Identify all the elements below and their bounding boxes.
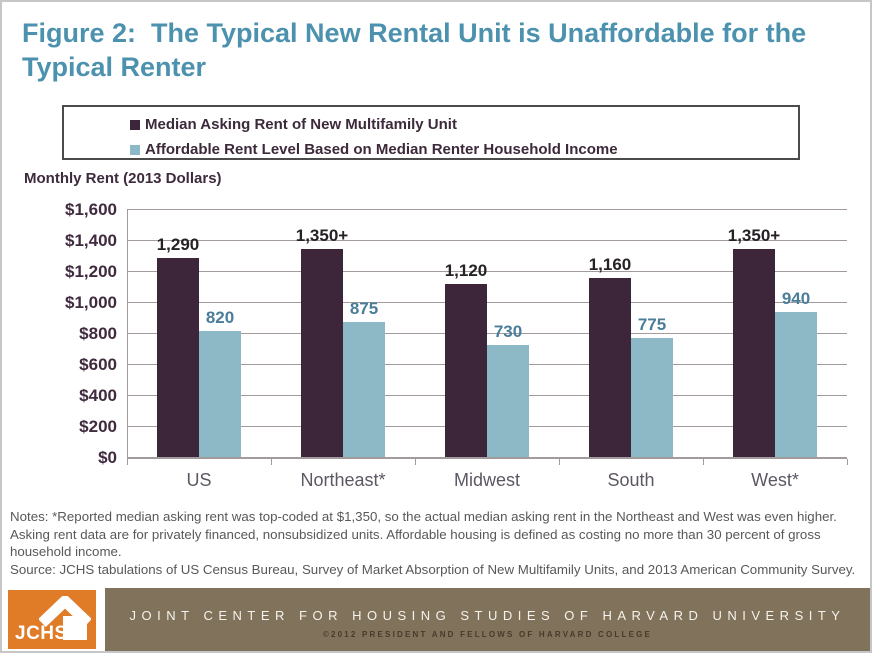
bar [589, 278, 631, 458]
jchs-logo-text: JCHS [15, 623, 68, 644]
y-tick-label: $400 [79, 386, 117, 405]
x-tick-label: West* [751, 470, 799, 490]
axis-tick [127, 459, 128, 465]
axis-tick [847, 459, 848, 465]
source-text: Source: JCHS tabulations of US Census Bu… [10, 561, 856, 577]
y-tick-label: $600 [79, 355, 117, 374]
legend-label: Median Asking Rent of New Multifamily Un… [145, 116, 457, 133]
x-axis-line [127, 457, 847, 459]
chart-legend: Median Asking Rent of New Multifamily Un… [62, 105, 800, 160]
chart-notes: Notes: *Reported median asking rent was … [10, 508, 867, 578]
gridline [127, 271, 847, 272]
notes-text: Notes: *Reported median asking rent was … [10, 509, 837, 559]
legend-label: Affordable Rent Level Based on Median Re… [145, 141, 618, 158]
y-tick-label: $1,200 [65, 262, 117, 281]
bar [775, 312, 817, 458]
house-icon [39, 596, 91, 640]
y-tick-label: $1,600 [65, 200, 117, 219]
x-tick-label: South [607, 470, 655, 490]
axis-tick [703, 459, 704, 465]
y-tick-label: $0 [98, 448, 117, 467]
bar [301, 248, 343, 458]
bar-value-label: 1,160 [588, 255, 632, 275]
gridline [127, 302, 847, 303]
bar-value-label: 820 [205, 307, 235, 327]
bar [487, 344, 529, 458]
gridline [127, 333, 847, 334]
bar-value-label: 940 [781, 289, 811, 309]
bar [733, 248, 775, 458]
bar-value-label: 875 [349, 299, 379, 319]
bar [343, 322, 385, 458]
bar [199, 330, 241, 458]
bar-value-label: 1,290 [156, 235, 200, 255]
x-tick-label: US [186, 470, 212, 490]
bar-value-label: 730 [493, 321, 523, 341]
footer-org-name: JOINT CENTER FOR HOUSING STUDIES OF HARV… [129, 608, 846, 623]
y-axis-title: Monthly Rent (2013 Dollars) [24, 170, 222, 187]
axis-tick [271, 459, 272, 465]
x-tick-label: Northeast* [300, 470, 386, 490]
bar [631, 337, 673, 458]
bar-value-label: 1,120 [444, 261, 488, 281]
legend-item-asking-rent: Median Asking Rent of New Multifamily Un… [130, 113, 798, 136]
legend-swatch-dark-icon [130, 119, 140, 130]
y-tick-label: $800 [79, 324, 117, 343]
legend-item-affordable-rent: Affordable Rent Level Based on Median Re… [130, 138, 798, 161]
jchs-logo: JCHS [8, 590, 96, 649]
bar [157, 258, 199, 458]
gridline [127, 209, 847, 210]
bar [445, 284, 487, 458]
x-tick-label: Midwest [453, 470, 520, 490]
page-title-line2: Typical Renter [22, 52, 207, 82]
footer-banner: JOINT CENTER FOR HOUSING STUDIES OF HARV… [105, 588, 870, 651]
bar-value-label: 1,350+ [727, 225, 781, 245]
bar-value-label: 1,350+ [295, 225, 349, 245]
bar-value-label: 775 [637, 314, 667, 334]
axis-tick [559, 459, 560, 465]
footer-copyright: ©2012 PRESIDENT AND FELLOWS OF HARVARD C… [322, 630, 653, 639]
y-tick-label: $200 [79, 417, 117, 436]
y-axis-line [127, 210, 128, 458]
legend-swatch-light-icon [130, 144, 140, 155]
axis-tick [415, 459, 416, 465]
y-tick-label: $1,400 [65, 231, 117, 250]
page-title: Figure 2: The Typical New Rental Unit is… [22, 18, 807, 48]
gridline [127, 240, 847, 241]
y-tick-label: $1,000 [65, 293, 117, 312]
